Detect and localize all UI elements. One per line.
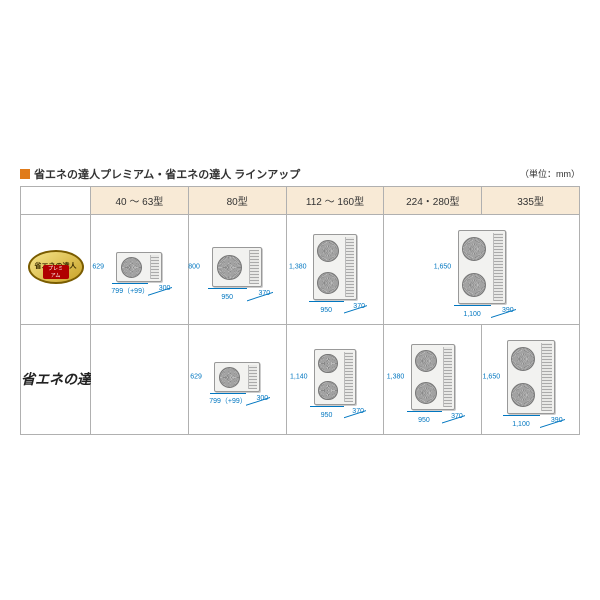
unit-note: （単位：mm） <box>520 167 580 180</box>
ac-unit-diagram: 629799（+99）300 <box>116 252 162 282</box>
table-row: 省エネの達人プレミアム 629 799（+99） 300 800 950 370 1,380 9… <box>21 214 580 324</box>
unit-cell <box>91 324 189 434</box>
ac-unit-diagram: 1,6501,100390 <box>507 340 555 414</box>
dim-depth: 300 <box>257 395 269 402</box>
dim-depth: 370 <box>259 290 271 297</box>
dim-width: 799（+99） <box>111 286 149 296</box>
dim-width: 799（+99） <box>209 396 247 406</box>
dim-depth: 370 <box>352 408 364 415</box>
dim-height: 800 <box>188 263 200 270</box>
ac-unit-diagram: 629799（+99）300 <box>214 362 260 392</box>
ac-unit-diagram: 1,380950370 <box>411 344 455 410</box>
column-header: 40 〜 63型 <box>91 186 189 214</box>
brand-cell: 省エネの達人 <box>21 324 91 434</box>
column-header: 224・280型 <box>384 186 482 214</box>
dim-width: 1,100 <box>512 421 530 428</box>
unit-cell: 1,380 950 370 <box>384 324 482 434</box>
ac-unit-diagram: 800950370 <box>212 247 262 287</box>
lineup-table: 40 〜 63型80型112 〜 160型224・280型335型 省エネの達人… <box>20 186 580 435</box>
dim-height: 1,650 <box>483 373 501 380</box>
dim-height: 629 <box>92 263 104 270</box>
column-header: 112 〜 160型 <box>286 186 384 214</box>
dim-depth: 390 <box>502 307 514 314</box>
dim-height: 1,140 <box>290 373 308 380</box>
ac-unit-diagram: 1,140950370 <box>314 349 356 405</box>
unit-cell: 629 799（+99） 300 <box>91 214 189 324</box>
column-header: 335型 <box>482 186 580 214</box>
page-title: 省エネの達人プレミアム・省エネの達人 ラインアップ <box>34 166 300 182</box>
ac-unit-diagram: 1,6501,100390 <box>458 230 506 304</box>
dim-height: 1,380 <box>387 373 405 380</box>
column-header: 80型 <box>188 186 286 214</box>
dim-depth: 370 <box>353 303 365 310</box>
dim-width: 1,100 <box>463 311 481 318</box>
dim-height: 1,650 <box>434 263 452 270</box>
title-row: 省エネの達人プレミアム・省エネの達人 ラインアップ （単位：mm） <box>20 166 580 182</box>
unit-cell: 800 950 370 <box>188 214 286 324</box>
brand-script-label: 省エネの達人 <box>21 369 90 389</box>
header-blank <box>21 186 91 214</box>
dim-width: 950 <box>418 417 430 424</box>
lineup-sheet: 省エネの達人プレミアム・省エネの達人 ラインアップ （単位：mm） 40 〜 6… <box>20 166 580 435</box>
dim-width: 950 <box>321 412 333 419</box>
table-header-row: 40 〜 63型80型112 〜 160型224・280型335型 <box>21 186 580 214</box>
brand-cell: 省エネの達人プレミアム <box>21 214 91 324</box>
ac-unit-diagram: 1,380950370 <box>313 234 357 300</box>
unit-cell: 1,650 1,100 390 <box>482 324 580 434</box>
title-bullet-icon <box>20 169 30 179</box>
unit-cell: 1,650 1,100 390 <box>384 214 580 324</box>
unit-cell: 1,380 950 370 <box>286 214 384 324</box>
unit-cell: 1,140 950 370 <box>286 324 384 434</box>
dim-depth: 300 <box>159 285 171 292</box>
dim-height: 629 <box>190 373 202 380</box>
dim-depth: 370 <box>451 413 463 420</box>
dim-width: 950 <box>221 294 233 301</box>
dim-height: 1,380 <box>289 263 307 270</box>
dim-width: 950 <box>320 307 332 314</box>
brand-badge-icon: 省エネの達人プレミアム <box>28 250 84 284</box>
dim-depth: 390 <box>551 417 563 424</box>
unit-cell: 629 799（+99） 300 <box>188 324 286 434</box>
table-row: 省エネの達人 629 799（+99） 300 1,140 950 370 1,380 950 3… <box>21 324 580 434</box>
